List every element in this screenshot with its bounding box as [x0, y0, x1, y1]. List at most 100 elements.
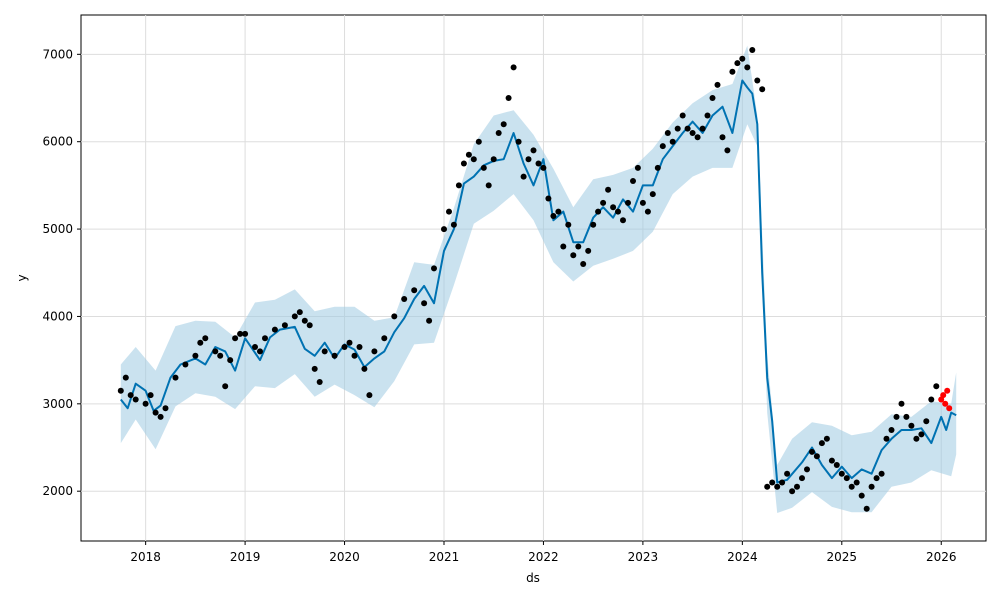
x-tick-label: 2022: [528, 550, 559, 564]
forecast-line: [120, 79, 957, 484]
observed-point: [679, 112, 686, 119]
y-tick-label: 6000: [42, 135, 73, 149]
y-gridlines: [81, 53, 986, 492]
observed-point: [391, 313, 398, 320]
observed-point: [212, 348, 219, 355]
highlighted-point: [942, 400, 949, 407]
observed-point: [505, 95, 512, 101]
observed-point: [674, 125, 681, 132]
observed-points-layer: [117, 47, 940, 512]
observed-point: [923, 418, 930, 425]
observed-point: [446, 208, 452, 215]
highlighted-point: [944, 387, 951, 394]
observed-point: [595, 208, 602, 215]
observed-point: [639, 199, 646, 206]
observed-point: [575, 243, 582, 250]
observed-point: [654, 164, 661, 171]
x-tick-label: 2018: [130, 550, 161, 564]
observed-point: [252, 344, 258, 350]
observed-point: [918, 431, 925, 438]
observed-point: [296, 309, 303, 316]
observed-point: [818, 440, 825, 447]
observed-point: [694, 134, 701, 141]
observed-point: [202, 335, 209, 342]
observed-point: [470, 156, 477, 163]
observed-point: [411, 287, 418, 294]
observed-point: [515, 138, 522, 145]
observed-point: [769, 479, 776, 486]
observed-point: [615, 208, 621, 215]
observed-point: [714, 81, 721, 88]
observed-point: [460, 160, 467, 167]
observed-point: [555, 208, 562, 215]
observed-point: [530, 147, 537, 154]
observed-point: [684, 125, 691, 132]
observed-point: [799, 475, 805, 482]
highlighted-point: [940, 392, 947, 399]
observed-point: [709, 95, 716, 101]
observed-point: [858, 492, 865, 499]
observed-point: [928, 396, 935, 403]
observed-point: [346, 339, 353, 346]
x-tick-label: 2024: [727, 550, 758, 564]
x-tick-label: 2020: [329, 550, 360, 564]
y-tick-labels: 2000 3000 4000 5000 6000 7000: [42, 47, 81, 498]
observed-point: [490, 156, 497, 163]
observed-point: [510, 64, 517, 71]
observed-point: [605, 186, 612, 193]
observed-point: [649, 191, 656, 198]
observed-point: [520, 173, 527, 180]
observed-point: [739, 55, 746, 62]
observed-point: [147, 392, 154, 399]
observed-point: [908, 422, 915, 429]
observed-point: [455, 182, 462, 189]
x-axis-label: ds: [526, 571, 540, 585]
observed-point: [804, 466, 810, 473]
observed-point: [480, 164, 487, 171]
observed-point: [152, 409, 159, 416]
observed-point: [117, 387, 124, 394]
observed-point: [764, 483, 771, 490]
uncertainty-band-area: [120, 45, 957, 513]
observed-point: [421, 300, 428, 307]
observed-point: [620, 217, 626, 224]
observed-point: [127, 392, 134, 399]
observed-point: [311, 365, 318, 372]
observed-point: [535, 160, 542, 167]
observed-point: [873, 475, 880, 482]
observed-point: [242, 330, 249, 337]
observed-point: [794, 483, 800, 490]
x-tick-label: 2021: [429, 550, 460, 564]
observed-point: [500, 121, 507, 128]
observed-point: [704, 112, 711, 119]
y-axis-label: y: [15, 274, 29, 281]
observed-point: [431, 265, 437, 272]
observed-point: [838, 470, 845, 477]
observed-point: [585, 247, 592, 254]
observed-point: [759, 86, 766, 93]
plot-area-frame: [80, 14, 987, 542]
observed-point: [540, 164, 547, 171]
observed-point: [853, 479, 860, 486]
observed-point: [749, 47, 756, 53]
x-tick-label: 2023: [628, 550, 659, 564]
observed-point: [192, 352, 199, 359]
observed-point: [132, 396, 139, 403]
y-tick-label: 3000: [42, 397, 73, 411]
observed-point: [863, 505, 870, 512]
y-tick-label: 5000: [42, 222, 73, 236]
highlighted-point: [946, 405, 953, 412]
observed-point: [495, 130, 502, 136]
observed-point: [664, 130, 671, 136]
observed-point: [893, 413, 900, 420]
observed-point: [485, 182, 492, 189]
observed-point: [843, 475, 850, 482]
observed-point: [600, 199, 607, 206]
observed-point: [724, 147, 731, 154]
observed-point: [809, 448, 815, 455]
observed-point: [848, 483, 855, 490]
observed-point: [784, 470, 791, 477]
observed-point: [590, 221, 597, 228]
observed-point: [888, 427, 895, 433]
